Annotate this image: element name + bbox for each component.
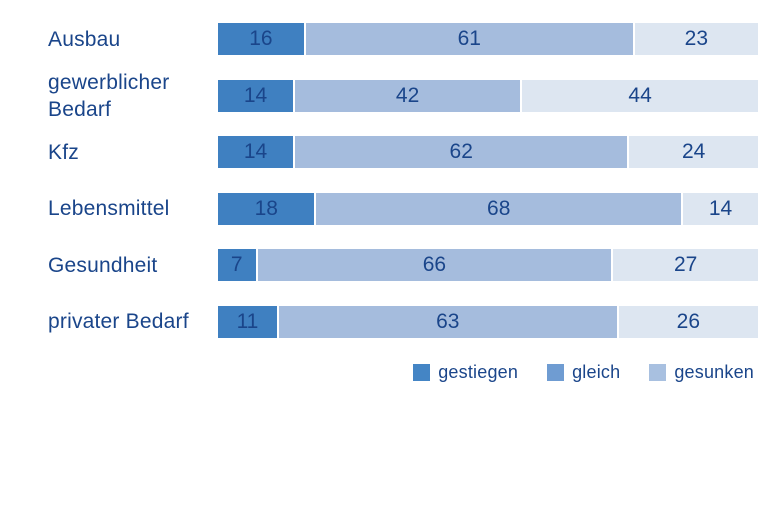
bar-segment-gleich: 42 <box>295 79 521 112</box>
category-label: Lebensmittel <box>48 197 170 220</box>
bar-segment-gestiegen: 16 <box>218 23 304 55</box>
bar-segment-gestiegen: 14 <box>218 79 294 112</box>
bar-segment-gestiegen: 7 <box>218 249 256 281</box>
stacked-bar: 14 42 44 <box>218 79 759 112</box>
bar-segment-gesunken: 44 <box>522 79 759 112</box>
category-label: Kfz <box>48 140 79 164</box>
legend-item-gesunken: gesunken <box>649 362 754 383</box>
legend-swatch-icon <box>413 364 431 381</box>
stacked-bar: 16 61 23 <box>218 23 758 55</box>
bar-segment-gesunken: 24 <box>629 136 758 168</box>
chart-row: Gesundheit 7 66 27 <box>48 249 758 281</box>
bar-segment-gleich: 62 <box>295 136 628 168</box>
category-label: Gesundheit <box>48 253 158 277</box>
legend-swatch-icon <box>649 364 667 381</box>
chart-row: Ausbau 16 61 23 <box>48 23 758 55</box>
legend-label: gleich <box>572 362 621 382</box>
bar-segment-gleich: 68 <box>316 192 681 225</box>
legend-label: gesunken <box>674 362 754 382</box>
category-label: Ausbau <box>48 27 121 51</box>
stacked-bar: 18 68 14 <box>218 192 759 225</box>
chart-row: Lebensmittel 18 68 14 <box>48 192 759 225</box>
bar-segment-gleich: 63 <box>278 305 617 338</box>
bar-segment-gleich: 66 <box>257 249 612 281</box>
chart-legend: gestiegen gleich gesunken <box>48 362 758 383</box>
stacked-bar: 7 66 27 <box>218 249 758 281</box>
bar-segment-gestiegen: 18 <box>218 192 315 225</box>
bar-rows-container: Ausbau 16 61 23 gewerblicher Bedarf 14 42 44 Kfz… <box>48 23 759 338</box>
bar-segment-gleich: 61 <box>305 23 633 55</box>
bar-segment-gestiegen: 14 <box>218 136 294 168</box>
chart-row: privater Bedarf 11 63 26 <box>48 305 758 338</box>
chart-row: gewerblicher Bedarf 14 42 44 <box>48 71 759 121</box>
category-label: privater Bedarf <box>48 310 189 333</box>
bar-segment-gesunken: 23 <box>634 23 758 55</box>
legend-item-gleich: gleich <box>547 362 620 383</box>
bar-segment-gesunken: 14 <box>682 192 759 225</box>
legend-item-gestiegen: gestiegen <box>413 362 518 383</box>
stacked-bar: 14 62 24 <box>218 136 758 168</box>
bar-segment-gesunken: 26 <box>618 305 758 338</box>
bar-segment-gesunken: 27 <box>613 249 758 281</box>
category-label: gewerblicher Bedarf <box>48 70 170 121</box>
legend-swatch-icon <box>547 364 565 381</box>
bar-segment-gestiegen: 11 <box>218 305 277 338</box>
stacked-bar: 11 63 26 <box>218 305 758 338</box>
legend-label: gestiegen <box>438 362 519 382</box>
chart-row: Kfz 14 62 24 <box>48 136 758 168</box>
